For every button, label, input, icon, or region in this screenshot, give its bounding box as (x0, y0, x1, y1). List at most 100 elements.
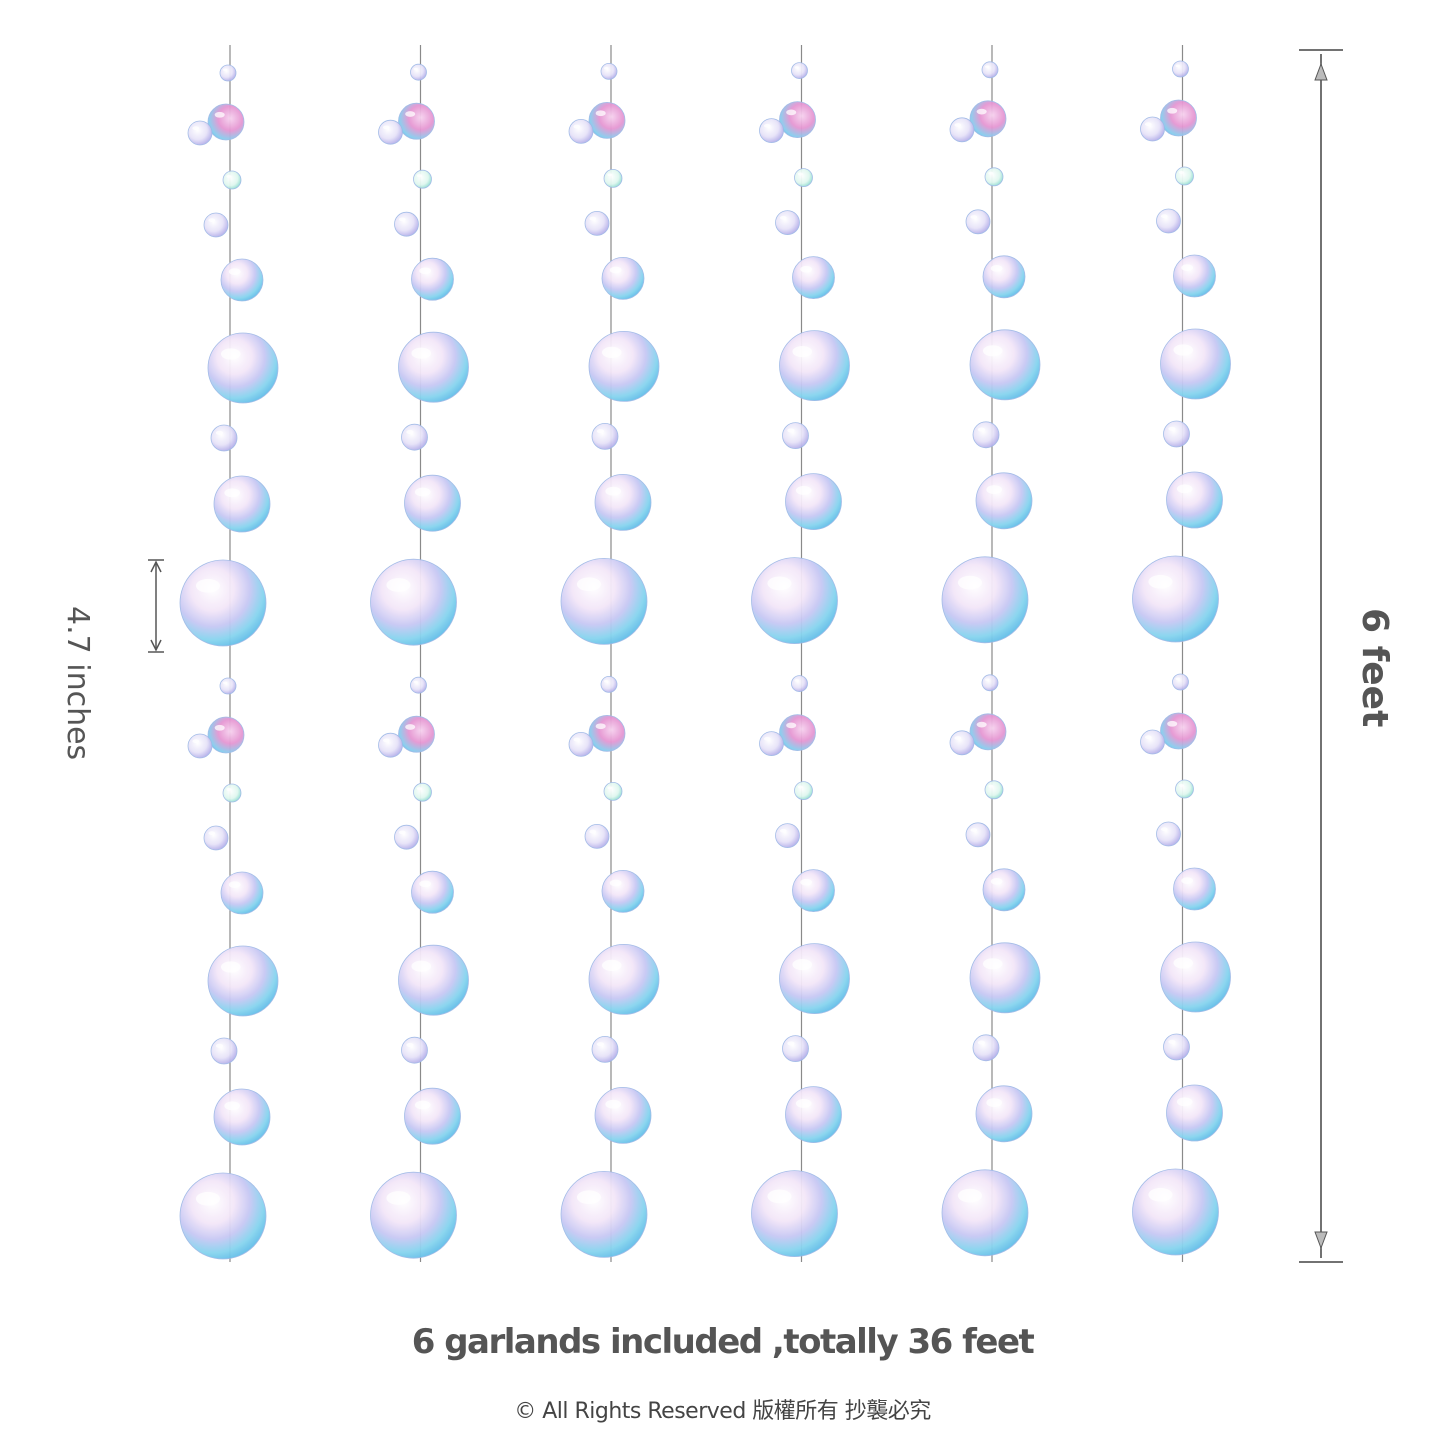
bubble (591, 422, 619, 450)
bubble-highlight (1160, 827, 1168, 832)
bubble-highlight (1144, 122, 1152, 127)
bubble (560, 558, 648, 645)
bubble (785, 473, 842, 531)
bubble-highlight (1181, 877, 1194, 884)
bubble (794, 168, 813, 188)
bubble-highlight (986, 485, 1003, 495)
bubble-highlight (228, 268, 241, 275)
bubble-highlight (214, 111, 225, 118)
garland-strand (1132, 45, 1231, 1262)
bubble (404, 1087, 461, 1145)
bubble-highlight (195, 1191, 220, 1206)
bubble-highlight (406, 1042, 414, 1048)
bubble-highlight (192, 126, 200, 131)
bubble (982, 868, 1026, 912)
bubble (187, 733, 213, 759)
bubble (982, 255, 1026, 299)
bubble-highlight (1173, 344, 1194, 356)
bubble-highlight (976, 108, 987, 115)
bubble-highlight (224, 488, 241, 498)
bubble-highlight (413, 67, 418, 71)
bubble (1166, 471, 1223, 529)
bubble-highlight (787, 1041, 795, 1046)
garland-strand (941, 45, 1041, 1262)
bubble-highlight (382, 125, 390, 130)
bubble-highlight (573, 737, 581, 742)
bubble (219, 64, 237, 82)
bubble (601, 870, 645, 913)
bubble (1160, 99, 1197, 137)
bubble (1172, 60, 1189, 78)
bubble (1173, 867, 1216, 911)
bubble-highlight (1167, 720, 1178, 727)
copyright-notice: © All Rights Reserved 版權所有 抄襲必究 (514, 1399, 931, 1424)
bubble-highlight (797, 785, 803, 789)
bubble-highlight (414, 487, 431, 497)
bubble-highlight (589, 216, 597, 221)
bubble-highlight (786, 722, 797, 729)
bubble-highlight (990, 265, 1003, 272)
bubble-highlight (386, 578, 411, 592)
bubble-highlight (595, 110, 606, 117)
bubble (594, 473, 652, 531)
bubble (969, 713, 1007, 751)
bubble (588, 944, 660, 1015)
bubble-highlight (795, 1098, 812, 1108)
bubble (1166, 1084, 1223, 1142)
bubble (588, 715, 626, 752)
bubble (792, 256, 835, 300)
bubble-highlight (386, 1191, 411, 1205)
bubble (779, 101, 816, 138)
bubble (1132, 555, 1219, 643)
bubble (1132, 1168, 1219, 1256)
bubble-highlight (215, 430, 224, 435)
bubble (603, 168, 623, 188)
bubble (413, 169, 432, 189)
bubble (1172, 673, 1189, 691)
bubble-highlight (607, 786, 613, 790)
bubble (981, 674, 999, 692)
product-caption: 6 garlands included ,totally 36 feet (411, 1322, 1035, 1362)
bubble (179, 559, 267, 647)
bubble-highlight (1168, 426, 1176, 431)
bubble (972, 1034, 1000, 1062)
bubble (213, 1088, 271, 1146)
bubble (791, 675, 808, 692)
bubble (203, 212, 229, 238)
bubble-highlight (1168, 1039, 1176, 1044)
bubble-highlight (595, 723, 606, 730)
bubble-highlight (797, 172, 803, 176)
bubble (782, 422, 809, 450)
bubble-highlight (419, 267, 432, 275)
bubble-highlight (794, 679, 799, 682)
bubble-highlight (1176, 1097, 1193, 1107)
bubble-highlight (800, 878, 813, 886)
bubble-highlight (1148, 574, 1173, 589)
bubble-highlight (607, 173, 613, 177)
bubble (1156, 208, 1181, 234)
bubble-highlight (228, 881, 241, 888)
bubble-highlight (596, 429, 605, 434)
bubble-highlight (603, 679, 609, 683)
bubble-highlight (795, 485, 812, 495)
bubble (222, 170, 242, 190)
bubble (370, 558, 457, 646)
bubble (1175, 166, 1194, 186)
bubble (207, 332, 279, 404)
bubble-highlight (411, 347, 432, 359)
garland-strand (179, 45, 279, 1262)
bubble (394, 211, 419, 237)
bubble (941, 556, 1029, 644)
bubble (410, 676, 427, 694)
bubble (378, 119, 403, 145)
bubble-highlight (954, 736, 962, 740)
garland-strand (370, 45, 469, 1262)
bubble (378, 732, 403, 758)
bubble-highlight (794, 66, 799, 69)
bubble-highlight (988, 784, 994, 788)
bubble (965, 209, 991, 235)
bubble (775, 823, 800, 848)
bubble (600, 676, 618, 693)
bubble (179, 1172, 267, 1260)
bubble (220, 258, 264, 302)
